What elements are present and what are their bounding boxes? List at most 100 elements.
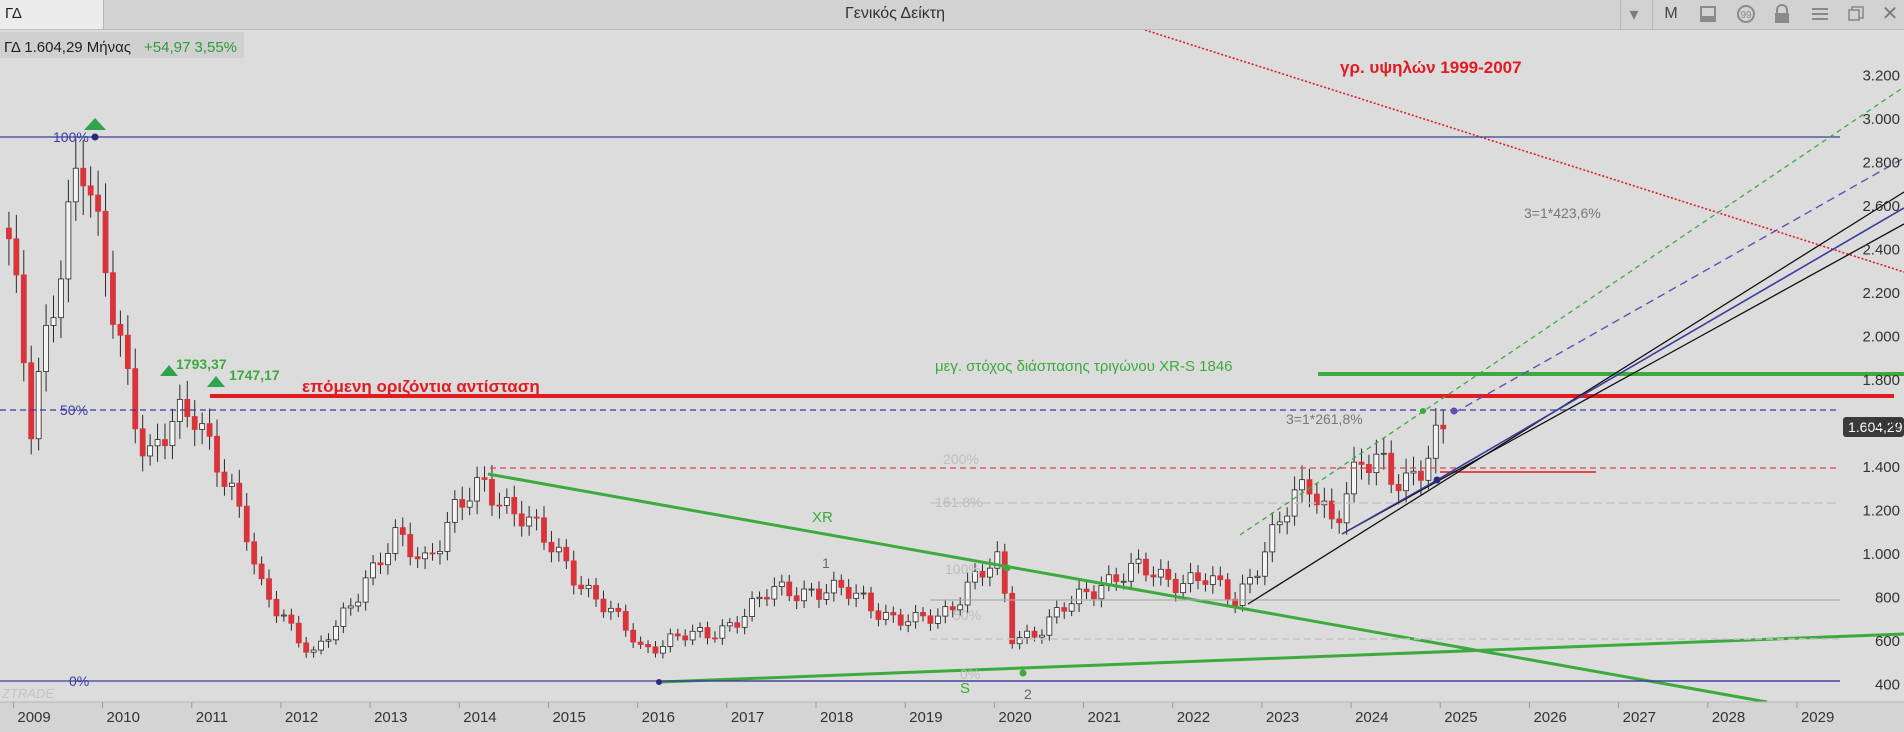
triangle-s-line[interactable] bbox=[659, 632, 1904, 684]
candle-down bbox=[407, 534, 414, 558]
candle-down bbox=[764, 596, 770, 600]
period-button[interactable]: M bbox=[1664, 5, 1678, 22]
svg-text:99: 99 bbox=[1740, 10, 1752, 21]
candle-down bbox=[303, 642, 310, 653]
candle-up bbox=[1343, 493, 1350, 524]
candle-down bbox=[979, 570, 986, 578]
lock-icon[interactable] bbox=[1768, 2, 1796, 26]
candle-up bbox=[1373, 453, 1380, 474]
candle-down bbox=[273, 598, 280, 617]
candle-down bbox=[295, 622, 302, 644]
candle-down bbox=[875, 610, 882, 620]
candle-up bbox=[749, 598, 755, 617]
candle-down bbox=[868, 592, 874, 612]
x-tick-label: 2026 bbox=[1533, 709, 1566, 726]
restore-icon[interactable] bbox=[1842, 2, 1870, 26]
y-tick-label: 1.400 bbox=[1862, 459, 1900, 476]
candle-down bbox=[20, 274, 27, 364]
s-label: S bbox=[960, 680, 970, 697]
fib-50-left-label: 50% bbox=[60, 402, 88, 418]
candle-down bbox=[258, 563, 265, 580]
candle-up bbox=[808, 588, 815, 591]
candles bbox=[6, 138, 1447, 659]
quote-change: +54,97 3,55% bbox=[144, 39, 237, 56]
channel-blue-line bbox=[1436, 207, 1904, 481]
candle-up bbox=[660, 646, 666, 654]
candle-up bbox=[347, 605, 354, 609]
candle-down bbox=[459, 499, 466, 508]
label-1793: 1793,37 bbox=[176, 356, 227, 372]
candle-down bbox=[1091, 591, 1097, 600]
menu-icon[interactable] bbox=[1806, 2, 1834, 26]
candle-up bbox=[1432, 424, 1439, 459]
candle-down bbox=[191, 416, 198, 430]
candle-down bbox=[1306, 479, 1313, 495]
candle-down bbox=[890, 612, 897, 616]
candle-down bbox=[845, 586, 852, 599]
candle-down bbox=[481, 477, 488, 480]
candle-down bbox=[793, 595, 800, 602]
candle-up bbox=[860, 592, 867, 595]
candle-down bbox=[734, 622, 741, 628]
candle-down bbox=[1083, 588, 1090, 593]
x-tick-label: 2023 bbox=[1266, 709, 1299, 726]
candle-up bbox=[154, 439, 161, 447]
candle-up bbox=[58, 278, 64, 319]
chevron-down-icon[interactable]: ▾ bbox=[1629, 4, 1639, 24]
historic-highs-trendline[interactable] bbox=[1144, 30, 1904, 273]
candle-down bbox=[511, 497, 518, 515]
quote-icon[interactable]: 99 bbox=[1732, 2, 1760, 26]
candle-down bbox=[615, 607, 622, 612]
fib-423-label: 3=1*423,6% bbox=[1524, 205, 1601, 221]
candle-up bbox=[35, 371, 42, 440]
quote-text: ΓΔ 1.604,29 Μήνας bbox=[4, 39, 131, 56]
x-tick-label: 2010 bbox=[107, 709, 140, 726]
candle-up bbox=[333, 625, 339, 641]
candle-down bbox=[652, 646, 659, 654]
candle-down bbox=[712, 637, 718, 640]
candle-down bbox=[1031, 630, 1038, 638]
candle-up bbox=[422, 552, 428, 560]
channel-green-dashed bbox=[1239, 86, 1904, 536]
fib-100-right-label: 100% bbox=[945, 561, 981, 577]
candle-down bbox=[1195, 572, 1201, 582]
candle-up bbox=[1403, 472, 1409, 492]
candle-down bbox=[927, 615, 934, 624]
candle-up bbox=[1410, 470, 1417, 474]
candle-up bbox=[1128, 562, 1135, 582]
candle-up bbox=[1209, 575, 1216, 585]
channel-base-line bbox=[1247, 191, 1904, 605]
candle-up bbox=[474, 477, 481, 502]
fib-anchor-point bbox=[91, 133, 99, 141]
candle-up bbox=[778, 581, 785, 587]
close-icon[interactable]: ✕ bbox=[1881, 3, 1899, 25]
wave-1-label: 1 bbox=[822, 555, 830, 571]
candle-down bbox=[1172, 578, 1179, 594]
candle-down bbox=[518, 513, 525, 527]
candle-down bbox=[117, 324, 124, 336]
x-tick-label: 2015 bbox=[552, 709, 585, 726]
triangle-xr-line[interactable] bbox=[487, 472, 1768, 704]
candle-down bbox=[786, 581, 793, 597]
channel-purple-dashed bbox=[1453, 157, 1904, 414]
peak-marker bbox=[84, 118, 106, 130]
candle-down bbox=[541, 517, 547, 543]
candle-down bbox=[1150, 574, 1157, 578]
candle-up bbox=[1135, 558, 1142, 564]
candle-up bbox=[444, 521, 451, 552]
candle-up bbox=[318, 640, 324, 651]
candle-up bbox=[1276, 521, 1283, 526]
x-axis-bg bbox=[0, 702, 1904, 732]
candle-up bbox=[147, 445, 154, 457]
candle-down bbox=[570, 560, 577, 586]
y-tick-label: 800 bbox=[1875, 590, 1900, 607]
candle-up bbox=[199, 423, 206, 430]
fib-0-left-label: 0% bbox=[69, 673, 89, 689]
price-chart[interactable]: ΓΔ 1.604,29 Μήνας +54,97 3,55% bbox=[0, 30, 1904, 732]
candle-up bbox=[1068, 603, 1075, 612]
symbol-field[interactable]: ΓΔ bbox=[0, 0, 104, 29]
candle-up bbox=[853, 592, 860, 599]
x-tick-label: 2013 bbox=[374, 709, 407, 726]
x-tick-label: 2020 bbox=[998, 709, 1031, 726]
layout-icon[interactable] bbox=[1694, 2, 1722, 26]
